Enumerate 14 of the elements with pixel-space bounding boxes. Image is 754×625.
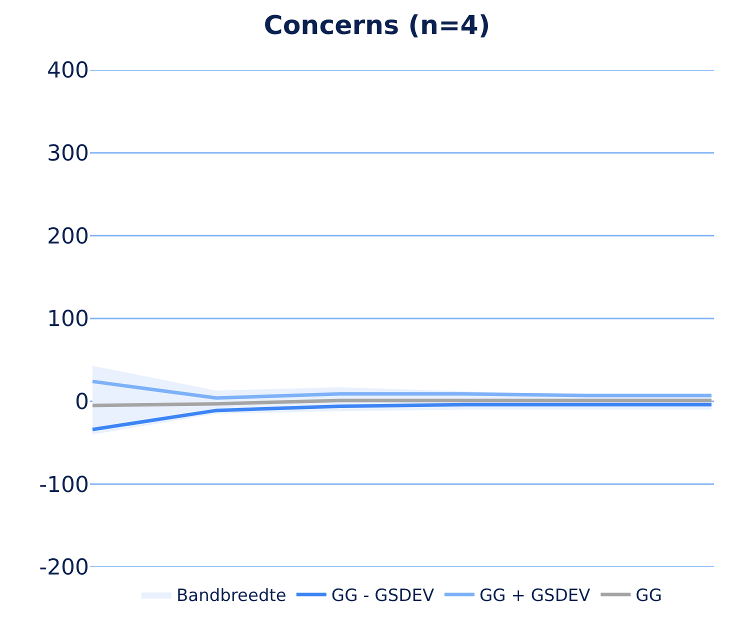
y-tick-label: -100 xyxy=(39,472,89,498)
legend-label: GG xyxy=(636,586,662,606)
chart-title: Concerns (n=4) xyxy=(264,10,490,41)
y-tick-label: 0 xyxy=(75,390,89,416)
legend-label: GG + GSDEV xyxy=(479,586,591,606)
legend-label: Bandbreedte xyxy=(176,586,286,606)
y-tick-label: 400 xyxy=(47,58,89,84)
line-series xyxy=(90,402,714,432)
y-tick-label: 300 xyxy=(47,142,89,167)
y-tick-label: 100 xyxy=(47,307,89,332)
line-series xyxy=(90,380,714,400)
y-tick-label: -200 xyxy=(39,556,89,581)
legend-label: GG - GSDEV xyxy=(331,586,434,606)
y-tick-label: 200 xyxy=(47,224,89,250)
